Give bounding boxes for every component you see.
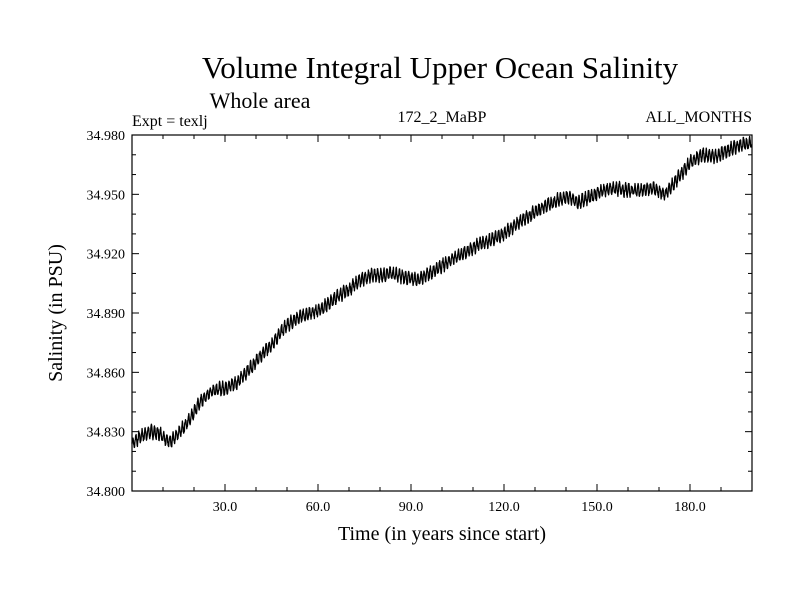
y-tick-label: 34.830 <box>87 426 126 441</box>
y-tick-label: 34.860 <box>87 366 126 381</box>
x-axis-label: Time (in years since start) <box>338 523 546 545</box>
x-tick-label: 180.0 <box>674 500 706 515</box>
y-tick-label: 34.950 <box>87 188 126 203</box>
run-id-label: 172_2_MaBP <box>398 109 487 126</box>
data-series <box>131 135 753 449</box>
y-tick-label: 34.800 <box>87 485 126 500</box>
plot-frame <box>131 134 753 492</box>
axis-ticks: 30.0 60.0 90.0 120.0 150.0 180.0 34.800 34.830 3… <box>87 129 752 515</box>
y-tick-label: 34.890 <box>87 307 126 322</box>
x-tick-label: 30.0 <box>213 500 238 515</box>
x-tick-label: 150.0 <box>581 500 613 515</box>
salinity-series-line <box>131 135 753 449</box>
chart-title: Volume Integral Upper Ocean Salinity <box>202 50 679 85</box>
x-tick-label: 60.0 <box>306 500 331 515</box>
period-label: ALL_MONTHS <box>645 109 752 126</box>
x-tick-label: 120.0 <box>488 500 520 515</box>
experiment-label: Expt = texlj <box>132 113 208 130</box>
y-tick-label: 34.920 <box>87 248 126 263</box>
chart-subtitle: Whole area <box>210 88 311 113</box>
x-tick-label: 90.0 <box>399 500 424 515</box>
y-axis-label: Salinity (in PSU) <box>45 244 67 382</box>
y-tick-label: 34.980 <box>87 129 126 144</box>
